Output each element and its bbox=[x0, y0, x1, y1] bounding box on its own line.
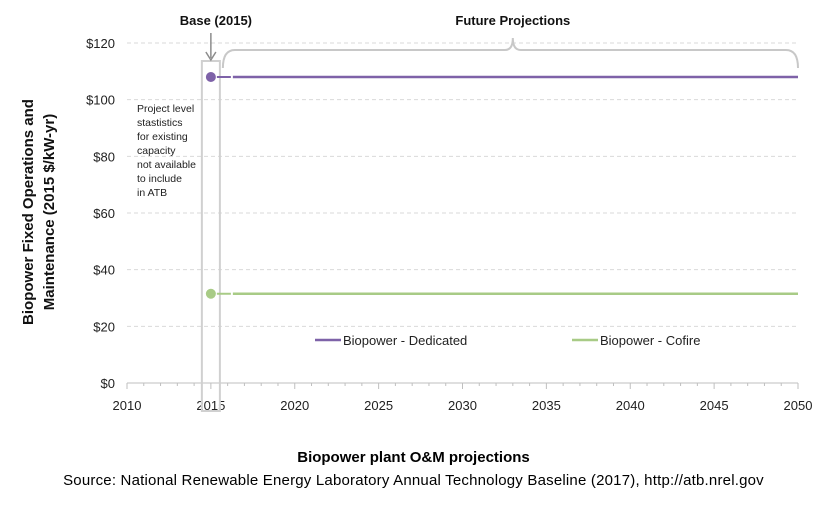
y-tick-label: $60 bbox=[93, 206, 115, 221]
legend: Biopower - Dedicated Biopower - Cofire bbox=[315, 333, 700, 348]
note-line: stastistics bbox=[137, 117, 183, 129]
y-tick-label: $100 bbox=[86, 93, 115, 108]
y-tick-label: $40 bbox=[93, 263, 115, 278]
x-tick-label: 2030 bbox=[448, 398, 477, 413]
x-tick-label: 2050 bbox=[784, 398, 813, 413]
note-line: capacity bbox=[137, 145, 176, 157]
grid-lines bbox=[127, 42, 798, 327]
axes bbox=[126, 382, 799, 389]
base-arrow-icon bbox=[205, 51, 217, 62]
base-point bbox=[205, 72, 216, 82]
note-line: in ATB bbox=[137, 187, 167, 199]
x-tick-label: 2025 bbox=[364, 398, 393, 413]
note-line: not available bbox=[137, 159, 196, 171]
base-year-box bbox=[200, 60, 221, 412]
legend-label: Biopower - Cofire bbox=[600, 333, 700, 348]
x-tick-label: 2015 bbox=[196, 398, 225, 413]
y-tick-label: $0 bbox=[101, 376, 115, 391]
source-note: Source: National Renewable Energy Labora… bbox=[63, 472, 764, 489]
future-label: Future Projections bbox=[455, 13, 570, 28]
x-axis-labels: 2010 2015 2020 2025 2030 2035 2040 2045 2050 bbox=[113, 398, 813, 413]
annotations: Base (2015) Future Projections Project lev… bbox=[137, 13, 799, 412]
base-point bbox=[205, 288, 216, 299]
chart: $0$20$40$60$80$100$120 2010 2015 2020 2025 2… bbox=[20, 13, 813, 413]
x-tick-label: 2045 bbox=[700, 398, 729, 413]
note-line: for existing bbox=[137, 131, 188, 143]
series-layer bbox=[205, 72, 798, 299]
base-label: Base (2015) bbox=[180, 13, 252, 28]
y-tick-label: $120 bbox=[86, 36, 115, 51]
legend-label: Biopower - Dedicated bbox=[343, 333, 467, 348]
y-tick-label: $20 bbox=[93, 319, 115, 334]
y-axis-title: Biopower Fixed Operations and Maintenance… bbox=[20, 99, 58, 325]
x-tick-label: 2035 bbox=[532, 398, 561, 413]
note-line: to include bbox=[137, 173, 182, 185]
x-tick-label: 2020 bbox=[280, 398, 309, 413]
y-axis-title-line: Biopower Fixed Operations and bbox=[20, 99, 37, 325]
note-line: Project level bbox=[137, 103, 194, 115]
x-tick-label: 2010 bbox=[113, 398, 142, 413]
y-axis-labels: $0 $20 $40 $60 $80 $100 $120 bbox=[86, 36, 115, 391]
x-tick-label: 2040 bbox=[616, 398, 645, 413]
future-brace bbox=[221, 37, 799, 69]
y-axis-title-line: Maintenance (2015 $/kW-yr) bbox=[41, 114, 58, 310]
y-tick-label: $80 bbox=[93, 149, 115, 164]
chart-caption: Biopower plant O&M projections bbox=[297, 449, 530, 466]
